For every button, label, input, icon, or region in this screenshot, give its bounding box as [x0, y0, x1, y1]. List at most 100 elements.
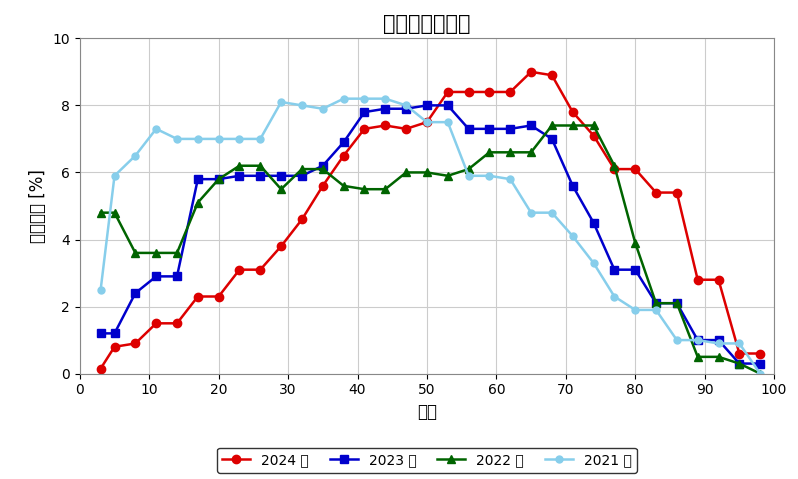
- 2023 年: [96, 331, 105, 336]
- Title: 数学の得点分布: 数学の得点分布: [383, 14, 471, 34]
- 2023 年: [464, 126, 473, 132]
- 2021 年: [443, 119, 452, 125]
- 2024 年: [131, 341, 140, 346]
- 2023 年: [360, 109, 369, 115]
- 2023 年: [401, 106, 411, 112]
- 2024 年: [547, 72, 557, 78]
- 2021 年: [756, 371, 765, 376]
- 2021 年: [568, 233, 578, 239]
- 2022 年: [318, 166, 327, 172]
- 2022 年: [276, 186, 286, 192]
- X-axis label: 得点: 得点: [417, 403, 437, 421]
- 2022 年: [401, 170, 411, 175]
- 2024 年: [505, 89, 515, 95]
- 2021 年: [630, 307, 640, 313]
- 2021 年: [589, 260, 598, 266]
- 2022 年: [255, 163, 265, 169]
- 2023 年: [672, 300, 681, 306]
- 2021 年: [713, 341, 723, 346]
- Line: 2021 年: 2021 年: [97, 95, 764, 377]
- 2024 年: [422, 119, 432, 125]
- 2022 年: [734, 361, 744, 366]
- 2024 年: [756, 351, 765, 356]
- 2022 年: [96, 210, 105, 216]
- 2023 年: [297, 173, 306, 179]
- 2022 年: [713, 354, 723, 360]
- 2021 年: [672, 337, 681, 343]
- 2022 年: [152, 250, 161, 256]
- 2023 年: [276, 173, 286, 179]
- 2022 年: [131, 250, 140, 256]
- 2023 年: [214, 176, 223, 182]
- 2021 年: [734, 341, 744, 346]
- 2023 年: [756, 361, 765, 366]
- 2022 年: [526, 149, 535, 155]
- 2022 年: [193, 200, 203, 205]
- 2022 年: [464, 166, 473, 172]
- 2024 年: [109, 344, 120, 350]
- 2024 年: [630, 166, 640, 172]
- 2024 年: [235, 267, 244, 273]
- 2022 年: [693, 354, 702, 360]
- 2022 年: [651, 300, 661, 306]
- 2023 年: [484, 126, 494, 132]
- 2022 年: [568, 123, 578, 128]
- 2022 年: [484, 149, 494, 155]
- 2021 年: [505, 176, 515, 182]
- 2024 年: [484, 89, 494, 95]
- 2023 年: [172, 274, 182, 279]
- 2023 年: [610, 267, 619, 273]
- 2024 年: [734, 351, 744, 356]
- 2021 年: [547, 210, 557, 216]
- 2023 年: [568, 183, 578, 189]
- 2021 年: [109, 173, 120, 179]
- Y-axis label: 人数割合 [%]: 人数割合 [%]: [29, 169, 47, 243]
- 2022 年: [339, 183, 349, 189]
- Line: 2024 年: 2024 年: [97, 68, 764, 373]
- 2023 年: [526, 123, 535, 128]
- 2023 年: [255, 173, 265, 179]
- 2022 年: [630, 240, 640, 246]
- 2022 年: [172, 250, 182, 256]
- 2024 年: [443, 89, 452, 95]
- 2021 年: [318, 106, 327, 112]
- 2023 年: [109, 331, 120, 336]
- 2024 年: [401, 126, 411, 132]
- 2021 年: [693, 337, 702, 343]
- 2022 年: [214, 176, 223, 182]
- 2024 年: [464, 89, 473, 95]
- 2022 年: [381, 186, 390, 192]
- 2021 年: [276, 99, 286, 105]
- 2023 年: [152, 274, 161, 279]
- 2024 年: [526, 69, 535, 75]
- 2024 年: [339, 153, 349, 159]
- 2022 年: [672, 300, 681, 306]
- 2021 年: [96, 287, 105, 293]
- 2021 年: [214, 136, 223, 142]
- 2022 年: [589, 123, 598, 128]
- 2024 年: [610, 166, 619, 172]
- 2023 年: [505, 126, 515, 132]
- 2024 年: [214, 294, 223, 299]
- 2023 年: [339, 139, 349, 145]
- 2023 年: [131, 290, 140, 296]
- 2024 年: [96, 366, 105, 372]
- 2024 年: [360, 126, 369, 132]
- 2022 年: [610, 163, 619, 169]
- 2024 年: [172, 320, 182, 326]
- 2022 年: [297, 166, 306, 172]
- Line: 2023 年: 2023 年: [97, 101, 764, 368]
- 2022 年: [505, 149, 515, 155]
- 2024 年: [318, 183, 327, 189]
- 2024 年: [381, 123, 390, 128]
- 2021 年: [193, 136, 203, 142]
- 2023 年: [235, 173, 244, 179]
- 2024 年: [568, 109, 578, 115]
- 2024 年: [152, 320, 161, 326]
- 2021 年: [401, 103, 411, 108]
- 2024 年: [193, 294, 203, 299]
- Legend: 2024 年, 2023 年, 2022 年, 2021 年: 2024 年, 2023 年, 2022 年, 2021 年: [217, 447, 637, 473]
- 2021 年: [360, 96, 369, 102]
- 2023 年: [547, 136, 557, 142]
- 2022 年: [443, 173, 452, 179]
